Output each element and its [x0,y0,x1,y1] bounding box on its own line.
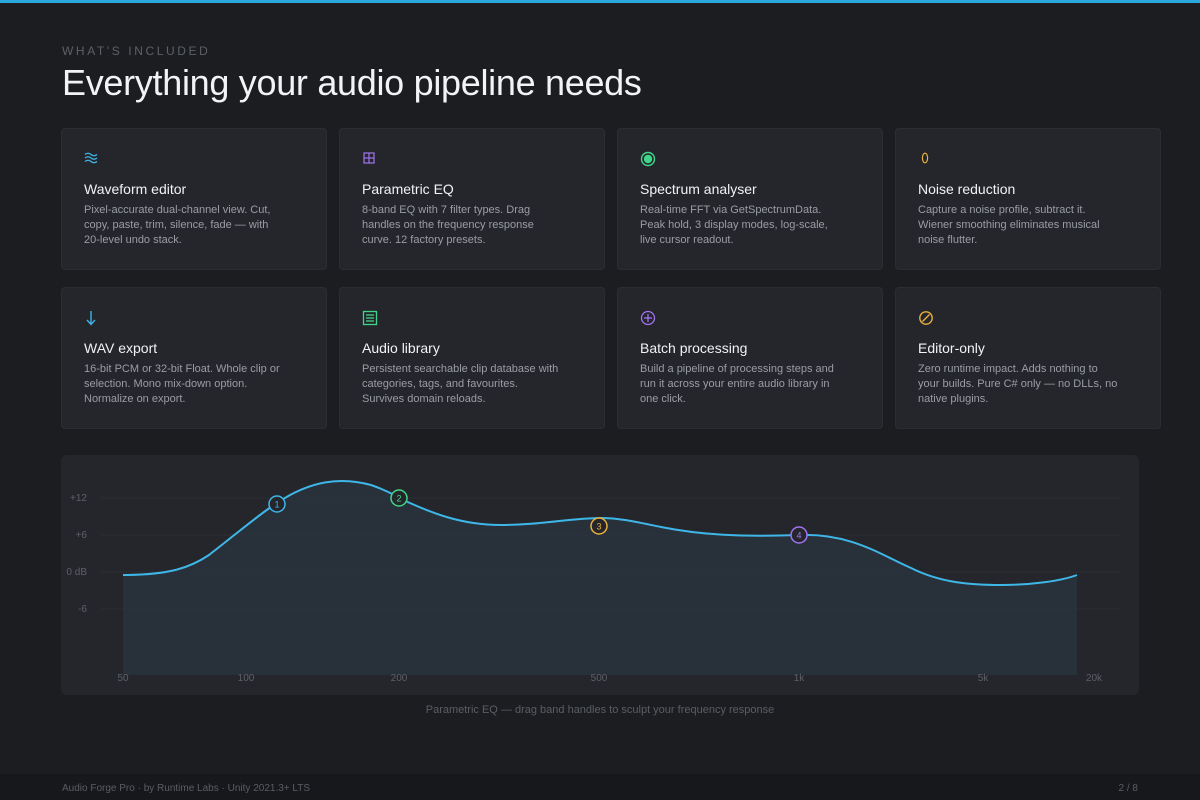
eq-x-axis-labels: 50 100 200 500 1k 5k 20k [117,673,1103,684]
feature-card-audio-library: Audio library Persistent searchable clip… [339,287,605,429]
eq-y-axis-labels: +12 +6 0 dB -6 [66,493,87,615]
waveform-icon [84,151,100,167]
section-eyebrow: WHAT'S INCLUDED [62,44,211,58]
eq-curve-fill [123,480,1077,675]
feature-title: Noise reduction [918,181,1016,197]
feature-card-waveform-editor: Waveform editor Pixel-accurate dual-chan… [61,128,327,270]
feature-description: Zero runtime impact. Adds nothing to you… [918,363,1118,405]
feature-title: WAV export [84,340,158,356]
feature-title: Parametric EQ [362,181,454,197]
x-label: 5k [978,673,990,684]
grid-icon [362,151,378,167]
circle-slash-icon [918,310,934,326]
page-indicator: 2 / 8 [1118,783,1138,794]
feature-card-spectrum-analyser: Spectrum analyser Real-time FFT via GetS… [617,128,883,270]
eq-band-handle-4[interactable]: 4 [790,526,808,544]
band-label: 3 [596,522,601,532]
x-label: 20k [1086,673,1103,684]
eq-caption: Parametric EQ — drag band handles to scu… [425,704,775,716]
feature-card-noise-reduction: Noise reduction Capture a noise profile,… [895,128,1161,270]
footer: Audio Forge Pro · by Runtime Labs · Unit… [0,774,1200,800]
feature-title: Spectrum analyser [640,181,757,197]
zero-icon [918,151,934,167]
footer-product-info: Audio Forge Pro · by Runtime Labs · Unit… [62,783,310,794]
band-label: 1 [274,500,279,510]
eq-curve-chart: +12 +6 0 dB -6 1 2 3 4 50 100 200 500 [66,480,1121,684]
feature-title: Editor-only [918,340,985,356]
y-label: +6 [76,530,88,541]
x-label: 1k [794,673,806,684]
feature-card-wav-export: WAV export 16-bit PCM or 32-bit Float. W… [61,287,327,429]
feature-description: Pixel-accurate dual-channel view. Cut, c… [84,204,271,246]
y-label: -6 [78,604,87,615]
feature-description: 16-bit PCM or 32-bit Float. Whole clip o… [84,363,280,405]
y-label: +12 [70,493,87,504]
down-arrow-icon [84,310,100,326]
feature-grid: Waveform editor Pixel-accurate dual-chan… [61,128,1161,429]
x-label: 200 [391,673,408,684]
x-label: 100 [238,673,255,684]
target-icon [640,151,656,167]
feature-card-batch-processing: Batch processing Build a pipeline of pro… [617,287,883,429]
eq-band-handle-1[interactable]: 1 [268,495,286,513]
feature-card-parametric-eq: Parametric EQ 8-band EQ with 7 filter ty… [339,128,605,270]
feature-title: Waveform editor [84,181,187,197]
feature-title: Audio library [362,340,440,356]
eq-preview-panel: +12 +6 0 dB -6 1 2 3 4 50 100 200 500 [61,455,1139,695]
feature-description: Build a pipeline of processing steps and… [640,363,834,405]
eq-band-handle-3[interactable]: 3 [590,517,608,535]
circle-plus-icon [640,310,656,326]
page-title: Everything your audio pipeline needs [62,62,642,103]
feature-description: Capture a noise profile, subtract it. Wi… [918,204,1100,246]
top-accent-bar [0,0,1200,3]
feature-description: Persistent searchable clip database with… [362,363,559,405]
list-icon [362,310,378,326]
y-label: 0 dB [66,567,87,578]
feature-title: Batch processing [640,340,748,356]
x-label: 50 [117,673,129,684]
x-label: 500 [591,673,608,684]
eq-band-handle-2[interactable]: 2 [390,489,408,507]
feature-description: 8-band EQ with 7 filter types. Drag hand… [362,204,534,246]
band-label: 2 [396,494,401,504]
feature-description: Real-time FFT via GetSpectrumData. Peak … [640,204,828,246]
feature-card-editor-only: Editor-only Zero runtime impact. Adds no… [895,287,1161,429]
band-label: 4 [796,531,801,541]
